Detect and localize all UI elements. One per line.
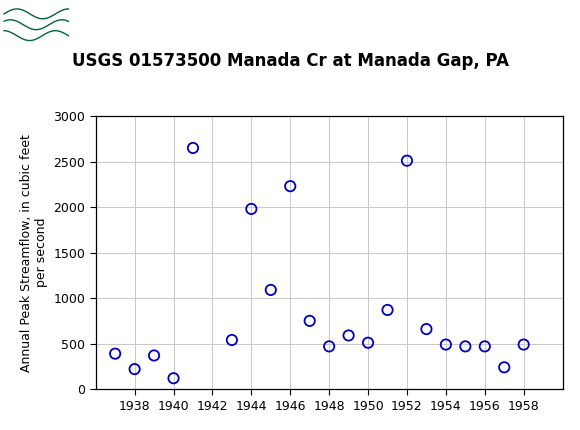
Point [325,343,334,350]
Point [285,183,295,190]
Point [227,337,237,344]
Point [169,375,178,382]
Point [519,341,528,348]
Point [383,307,392,313]
Point [150,352,159,359]
Point [441,341,451,348]
Point [246,206,256,212]
Text: USGS: USGS [78,16,133,34]
Point [422,326,431,332]
Point [364,339,373,346]
Point [188,144,198,151]
Y-axis label: Annual Peak Streamflow, in cubic feet
per second: Annual Peak Streamflow, in cubic feet pe… [20,134,48,372]
Point [403,157,412,164]
Point [480,343,490,350]
Point [461,343,470,350]
Text: USGS 01573500 Manada Cr at Manada Gap, PA: USGS 01573500 Manada Cr at Manada Gap, P… [71,52,509,70]
Point [130,366,139,372]
Point [344,332,353,339]
Point [499,364,509,371]
FancyBboxPatch shape [3,4,70,46]
Point [266,286,276,293]
Point [111,350,120,357]
Point [305,317,314,324]
